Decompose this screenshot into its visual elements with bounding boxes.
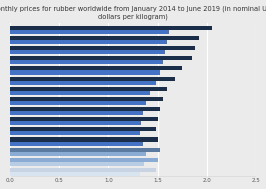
Bar bbox=[10, 142, 143, 146]
Bar bbox=[10, 30, 169, 34]
Bar bbox=[10, 152, 146, 156]
Bar bbox=[10, 26, 212, 30]
Bar bbox=[10, 127, 156, 131]
Bar bbox=[10, 168, 156, 172]
Bar bbox=[10, 46, 195, 50]
Bar bbox=[10, 36, 199, 40]
Bar bbox=[10, 162, 144, 166]
Bar bbox=[10, 91, 150, 95]
Bar bbox=[10, 172, 140, 176]
Bar bbox=[10, 50, 165, 54]
Bar bbox=[10, 101, 146, 105]
Title: Monthly prices for rubber worldwide from January 2014 to June 2019 (in nominal U: Monthly prices for rubber worldwide from… bbox=[0, 5, 266, 20]
Bar bbox=[10, 107, 160, 111]
Bar bbox=[10, 117, 158, 121]
Bar bbox=[10, 77, 175, 81]
Bar bbox=[10, 60, 163, 64]
Bar bbox=[10, 81, 156, 85]
Bar bbox=[10, 148, 160, 152]
Bar bbox=[10, 87, 168, 91]
Bar bbox=[10, 70, 160, 74]
Bar bbox=[10, 121, 141, 125]
Bar bbox=[10, 40, 168, 44]
Bar bbox=[10, 137, 158, 142]
Bar bbox=[10, 131, 140, 136]
Bar bbox=[10, 97, 163, 101]
Bar bbox=[10, 158, 158, 162]
Bar bbox=[10, 66, 182, 70]
Bar bbox=[10, 56, 192, 60]
Bar bbox=[10, 111, 143, 115]
